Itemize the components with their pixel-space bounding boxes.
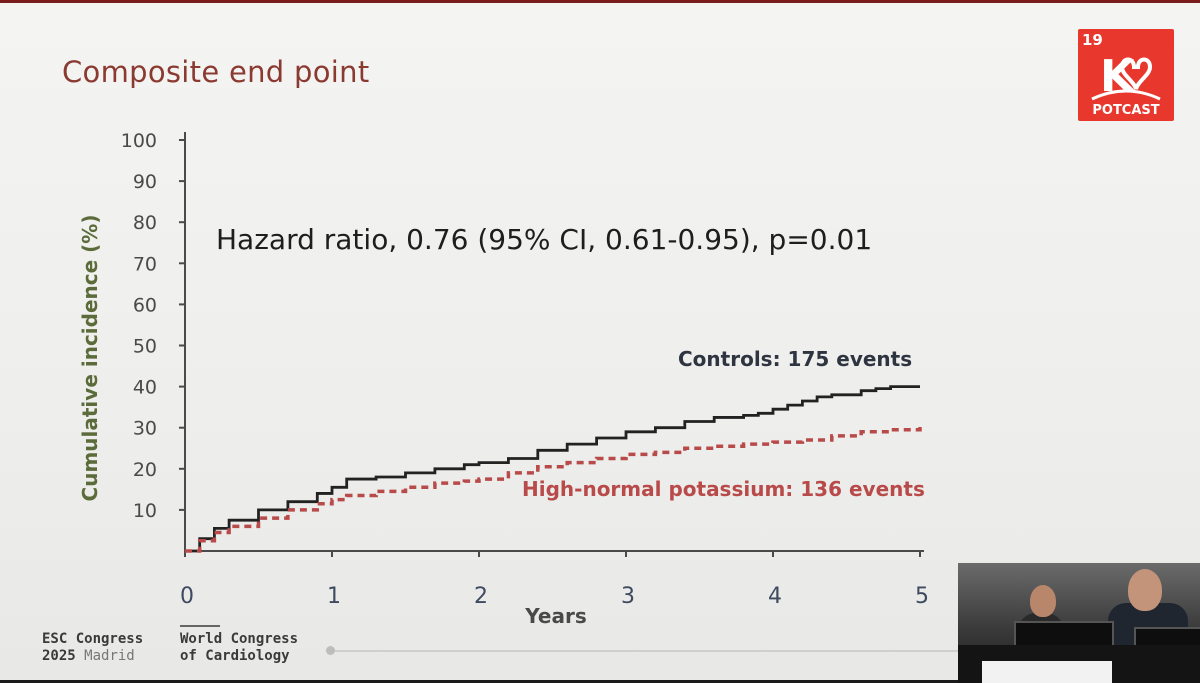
x-axis-title: Years xyxy=(524,604,586,628)
x-tick-label: 2 xyxy=(474,584,488,609)
x-tick-label: 5 xyxy=(915,584,929,609)
logo-heart-icon: K xyxy=(1091,51,1161,102)
x-tick-label: 1 xyxy=(327,584,341,609)
y-tick-label: 90 xyxy=(133,171,157,193)
y-tick-label: 80 xyxy=(133,212,157,234)
y-tick-label: 100 xyxy=(121,130,157,152)
high-normal-potassium-curve xyxy=(185,423,922,553)
world-congress-label: World Congress of Cardiology xyxy=(180,625,299,665)
congress-line1: ESC Congress xyxy=(42,631,144,647)
y-tick-label: 60 xyxy=(133,294,157,316)
slide-title: Composite end point xyxy=(62,55,370,89)
x-tick-label: 4 xyxy=(768,584,782,609)
y-axis-title: Cumulative incidence (%) xyxy=(78,215,102,502)
esc-congress-label: ESC Congress 2025 Madrid xyxy=(42,631,143,665)
congress-city: Madrid xyxy=(84,648,135,664)
y-tick-label: 40 xyxy=(133,377,157,399)
desk-sign xyxy=(982,661,1112,683)
logo-number: 19 xyxy=(1082,31,1103,49)
y-tick-label: 50 xyxy=(133,336,157,358)
y-tick-label: 20 xyxy=(133,459,157,481)
congress-year: 2025 xyxy=(42,648,76,664)
world-line1: World Congress xyxy=(180,631,299,647)
y-tick-label: 30 xyxy=(133,418,157,440)
potassium-label: High-normal potassium: 136 events xyxy=(522,477,925,501)
timeline-bar xyxy=(330,650,970,652)
controls-curve xyxy=(185,385,920,553)
hazard-ratio-annotation: Hazard ratio, 0.76 (95% CI, 0.61-0.95), … xyxy=(216,223,872,256)
world-line2: of Cardiology xyxy=(180,648,290,664)
x-tick-label: 3 xyxy=(621,584,635,609)
speaker-right-head xyxy=(1128,569,1162,611)
x-tick-label: 0 xyxy=(180,584,194,609)
speaker-left-head xyxy=(1030,585,1056,617)
timeline-dot xyxy=(326,646,335,655)
logo-text: POTCAST xyxy=(1092,103,1160,118)
potcast-logo: 19 K POTCAST xyxy=(1078,29,1174,121)
kaplan-meier-chart: 10 20 30 40 50 60 70 80 90 100 0 1 2 3 4 5 Years Cumulati… xyxy=(78,130,929,628)
y-tick-label: 10 xyxy=(133,500,157,522)
controls-label: Controls: 175 events xyxy=(678,347,912,371)
y-tick-label: 70 xyxy=(133,253,157,275)
speaker-video-feed xyxy=(958,563,1200,683)
